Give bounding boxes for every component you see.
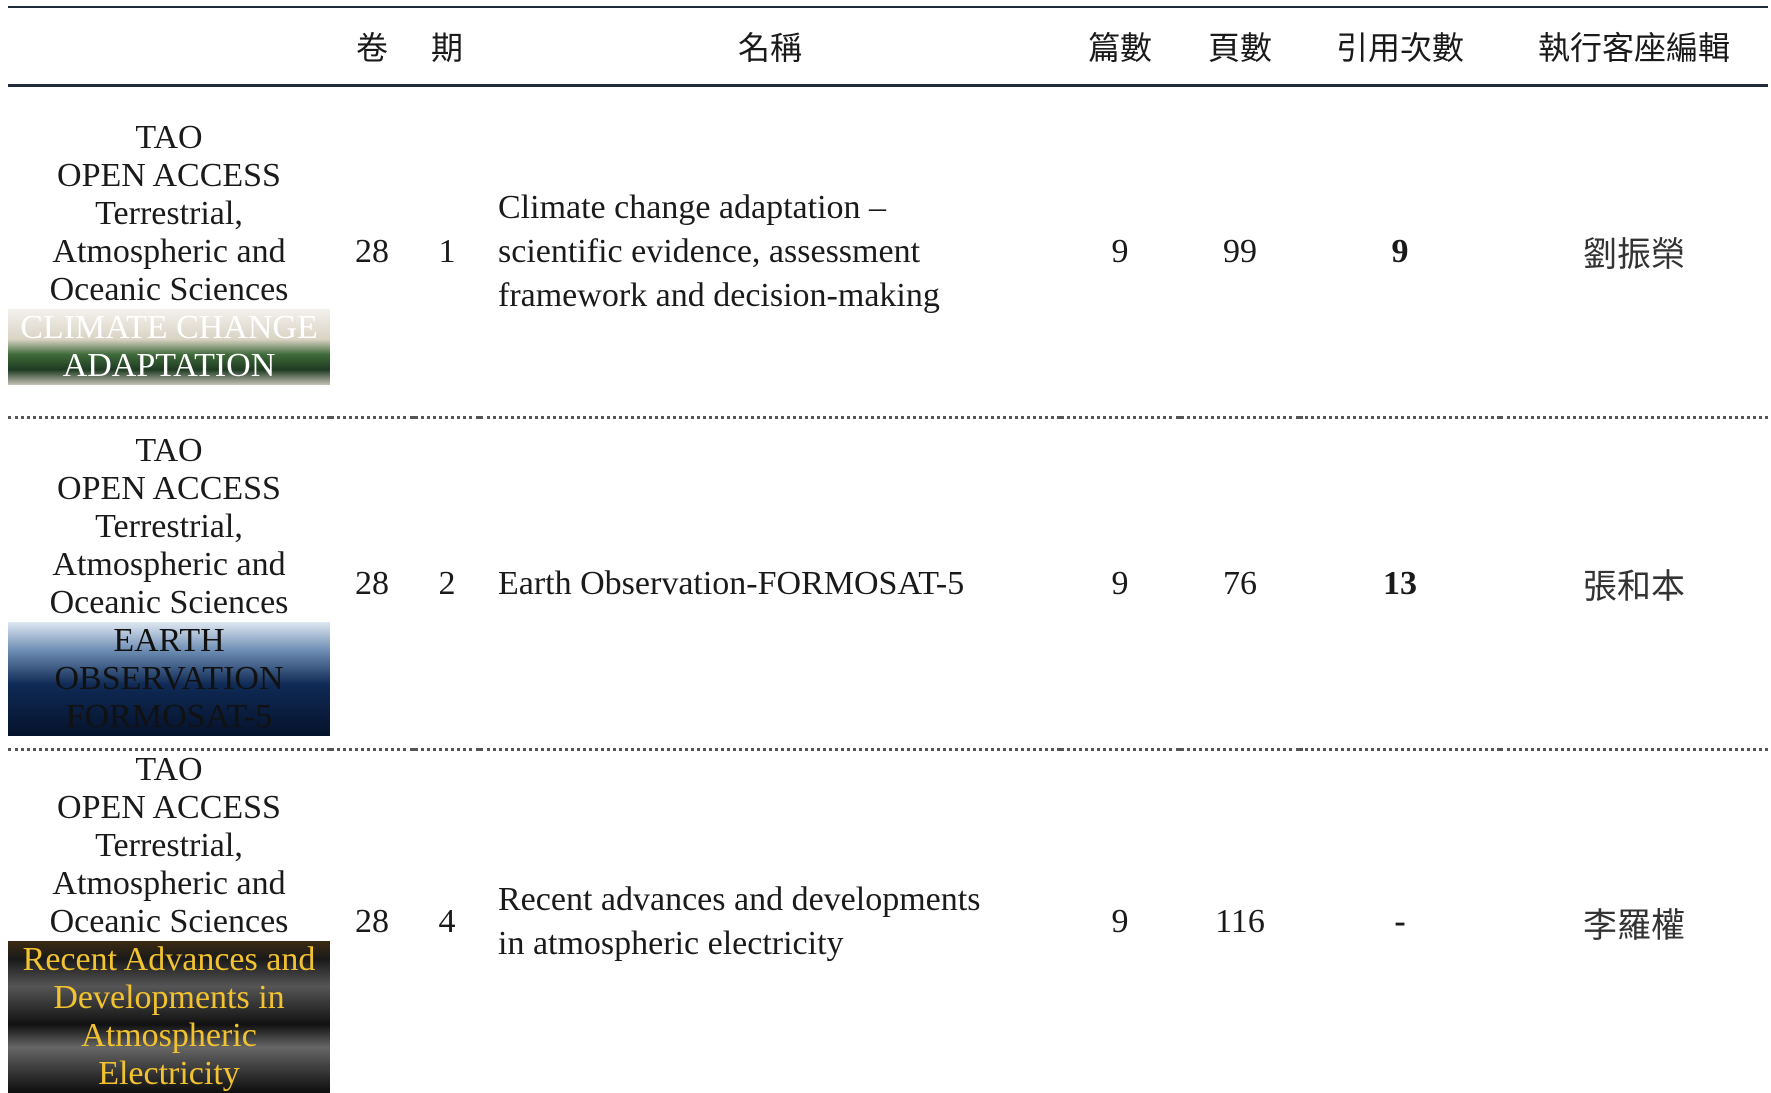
page: 卷期名稱篇數頁數引用次數執行客座編輯 TAOOPEN ACCESSTerrest… [0, 0, 1771, 1092]
pages: 99 [1180, 86, 1300, 418]
cover-logo: TAO [8, 119, 330, 157]
title-line: in atmospheric electricity [498, 922, 1060, 966]
cover-subtitle: Terrestrial, Atmospheric and Oceanic Sci… [8, 827, 330, 941]
cover-picture: EARTH OBSERVATION FORMOSAT-5 [8, 622, 330, 736]
header-cell [8, 7, 330, 86]
header-cell: 卷 [330, 7, 414, 86]
title-line: Climate change adaptation – [498, 186, 1060, 230]
pages: 116 [1180, 750, 1300, 1093]
table-header: 卷期名稱篇數頁數引用次數執行客座編輯 [8, 7, 1768, 86]
cover-subtitle: Terrestrial, Atmospheric and Oceanic Sci… [8, 508, 330, 622]
cover-logo: TAO [8, 751, 330, 789]
cover-badge: OPEN ACCESS [8, 470, 330, 508]
citations: 9 [1300, 86, 1500, 418]
citations: - [1300, 750, 1500, 1093]
cover-caption: EARTH OBSERVATION FORMOSAT-5 [8, 622, 330, 736]
editor: 張和本 [1500, 418, 1768, 750]
cover-subtitle: Terrestrial, Atmospheric and Oceanic Sci… [8, 195, 330, 309]
issue: 1 [414, 86, 480, 418]
header-cell: 期 [414, 7, 480, 86]
title-line: Recent advances and developments [498, 878, 1060, 922]
issue: 4 [414, 750, 480, 1093]
cover-badge: OPEN ACCESS [8, 789, 330, 827]
articles: 9 [1060, 418, 1180, 750]
cover-picture: CLIMATE CHANGE ADAPTATION [8, 309, 330, 385]
cover-caption: CLIMATE CHANGE ADAPTATION [8, 309, 330, 385]
cover-logo: TAO [8, 432, 330, 470]
citations: 13 [1300, 418, 1500, 750]
title: Earth Observation-FORMOSAT-5 [480, 418, 1060, 750]
editor: 李羅權 [1500, 750, 1768, 1093]
editor: 劉振榮 [1500, 86, 1768, 418]
title-line: scientific evidence, assessment [498, 230, 1060, 274]
title-line: framework and decision-making [498, 274, 1060, 318]
volume: 28 [330, 86, 414, 418]
header-cell: 名稱 [480, 7, 1060, 86]
volume: 28 [330, 418, 414, 750]
cover-caption: Recent Advances and Developments in Atmo… [8, 941, 330, 1093]
header-cell: 引用次數 [1300, 7, 1500, 86]
header-row: 卷期名稱篇數頁數引用次數執行客座編輯 [8, 7, 1768, 86]
articles: 9 [1060, 86, 1180, 418]
volume: 28 [330, 750, 414, 1093]
articles: 9 [1060, 750, 1180, 1093]
header-cell: 篇數 [1060, 7, 1180, 86]
title-line: Earth Observation-FORMOSAT-5 [498, 562, 1060, 606]
issue: 2 [414, 418, 480, 750]
cover-picture: Recent Advances and Developments in Atmo… [8, 941, 330, 1093]
header-cell: 執行客座編輯 [1500, 7, 1768, 86]
pages: 76 [1180, 418, 1300, 750]
header-cell: 頁數 [1180, 7, 1300, 86]
title: Climate change adaptation –scientific ev… [480, 86, 1060, 418]
cover-badge: OPEN ACCESS [8, 157, 330, 195]
